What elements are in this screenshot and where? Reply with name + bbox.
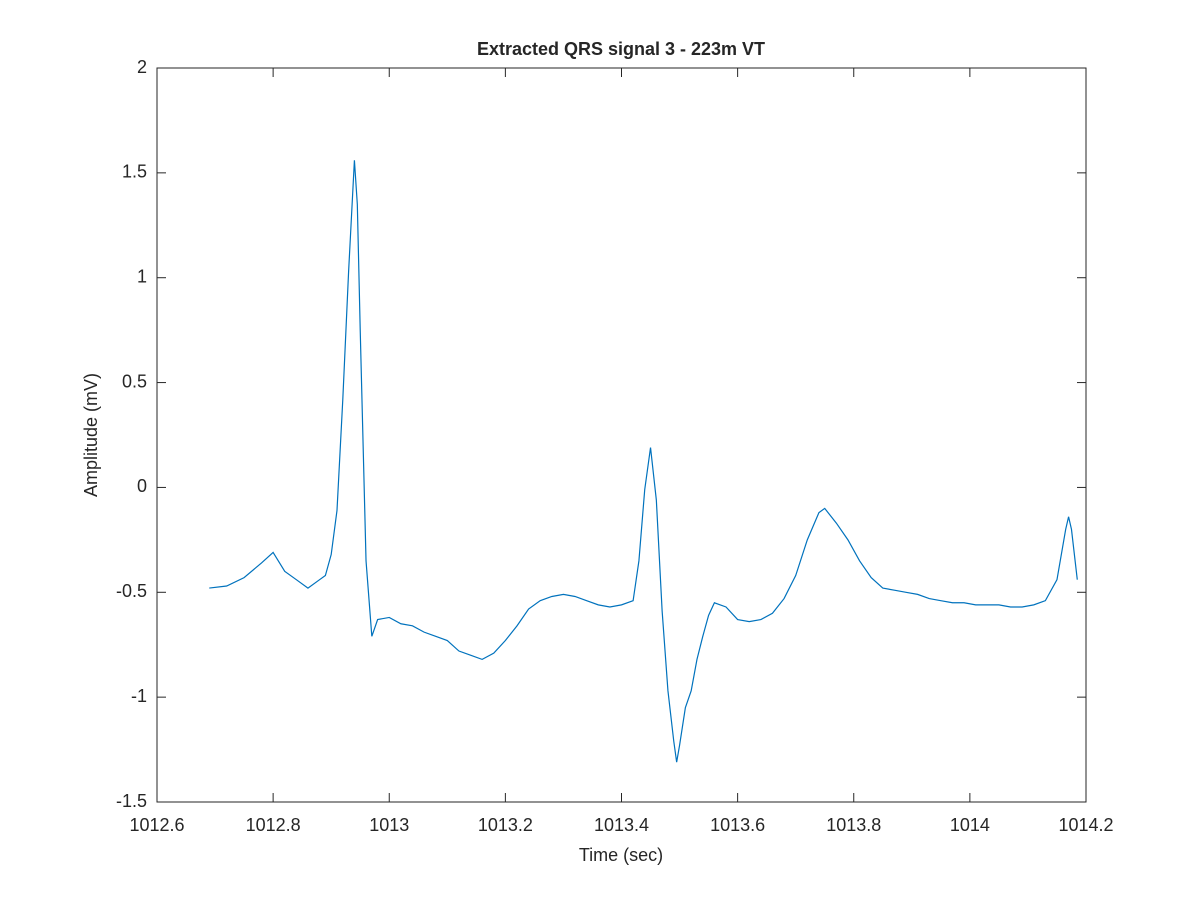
x-tick-label: 1013 [369,815,409,835]
x-axis-label: Time (sec) [579,845,663,865]
y-tick-label: 0 [137,476,147,496]
x-tick-label: 1012.6 [129,815,184,835]
x-tick-label: 1013.4 [594,815,649,835]
line-series [209,160,1078,763]
y-tick-label: 0.5 [122,371,147,391]
x-tick-label: 1013.6 [710,815,765,835]
y-tick-label: 1.5 [122,162,147,182]
y-tick-label: 1 [137,266,147,286]
x-tick-label: 1013.8 [826,815,881,835]
x-tick-label: 1012.8 [246,815,301,835]
y-axis-label: Amplitude (mV) [81,373,101,497]
y-tick-label: 2 [137,57,147,77]
x-tick-label: 1014 [950,815,990,835]
x-tick-label: 1013.2 [478,815,533,835]
chart-title: Extracted QRS signal 3 - 223m VT [477,39,765,59]
y-tick-label: -1 [131,686,147,706]
x-tick-label: 1014.2 [1058,815,1113,835]
y-tick-label: -0.5 [116,581,147,601]
y-tick-label: -1.5 [116,791,147,811]
